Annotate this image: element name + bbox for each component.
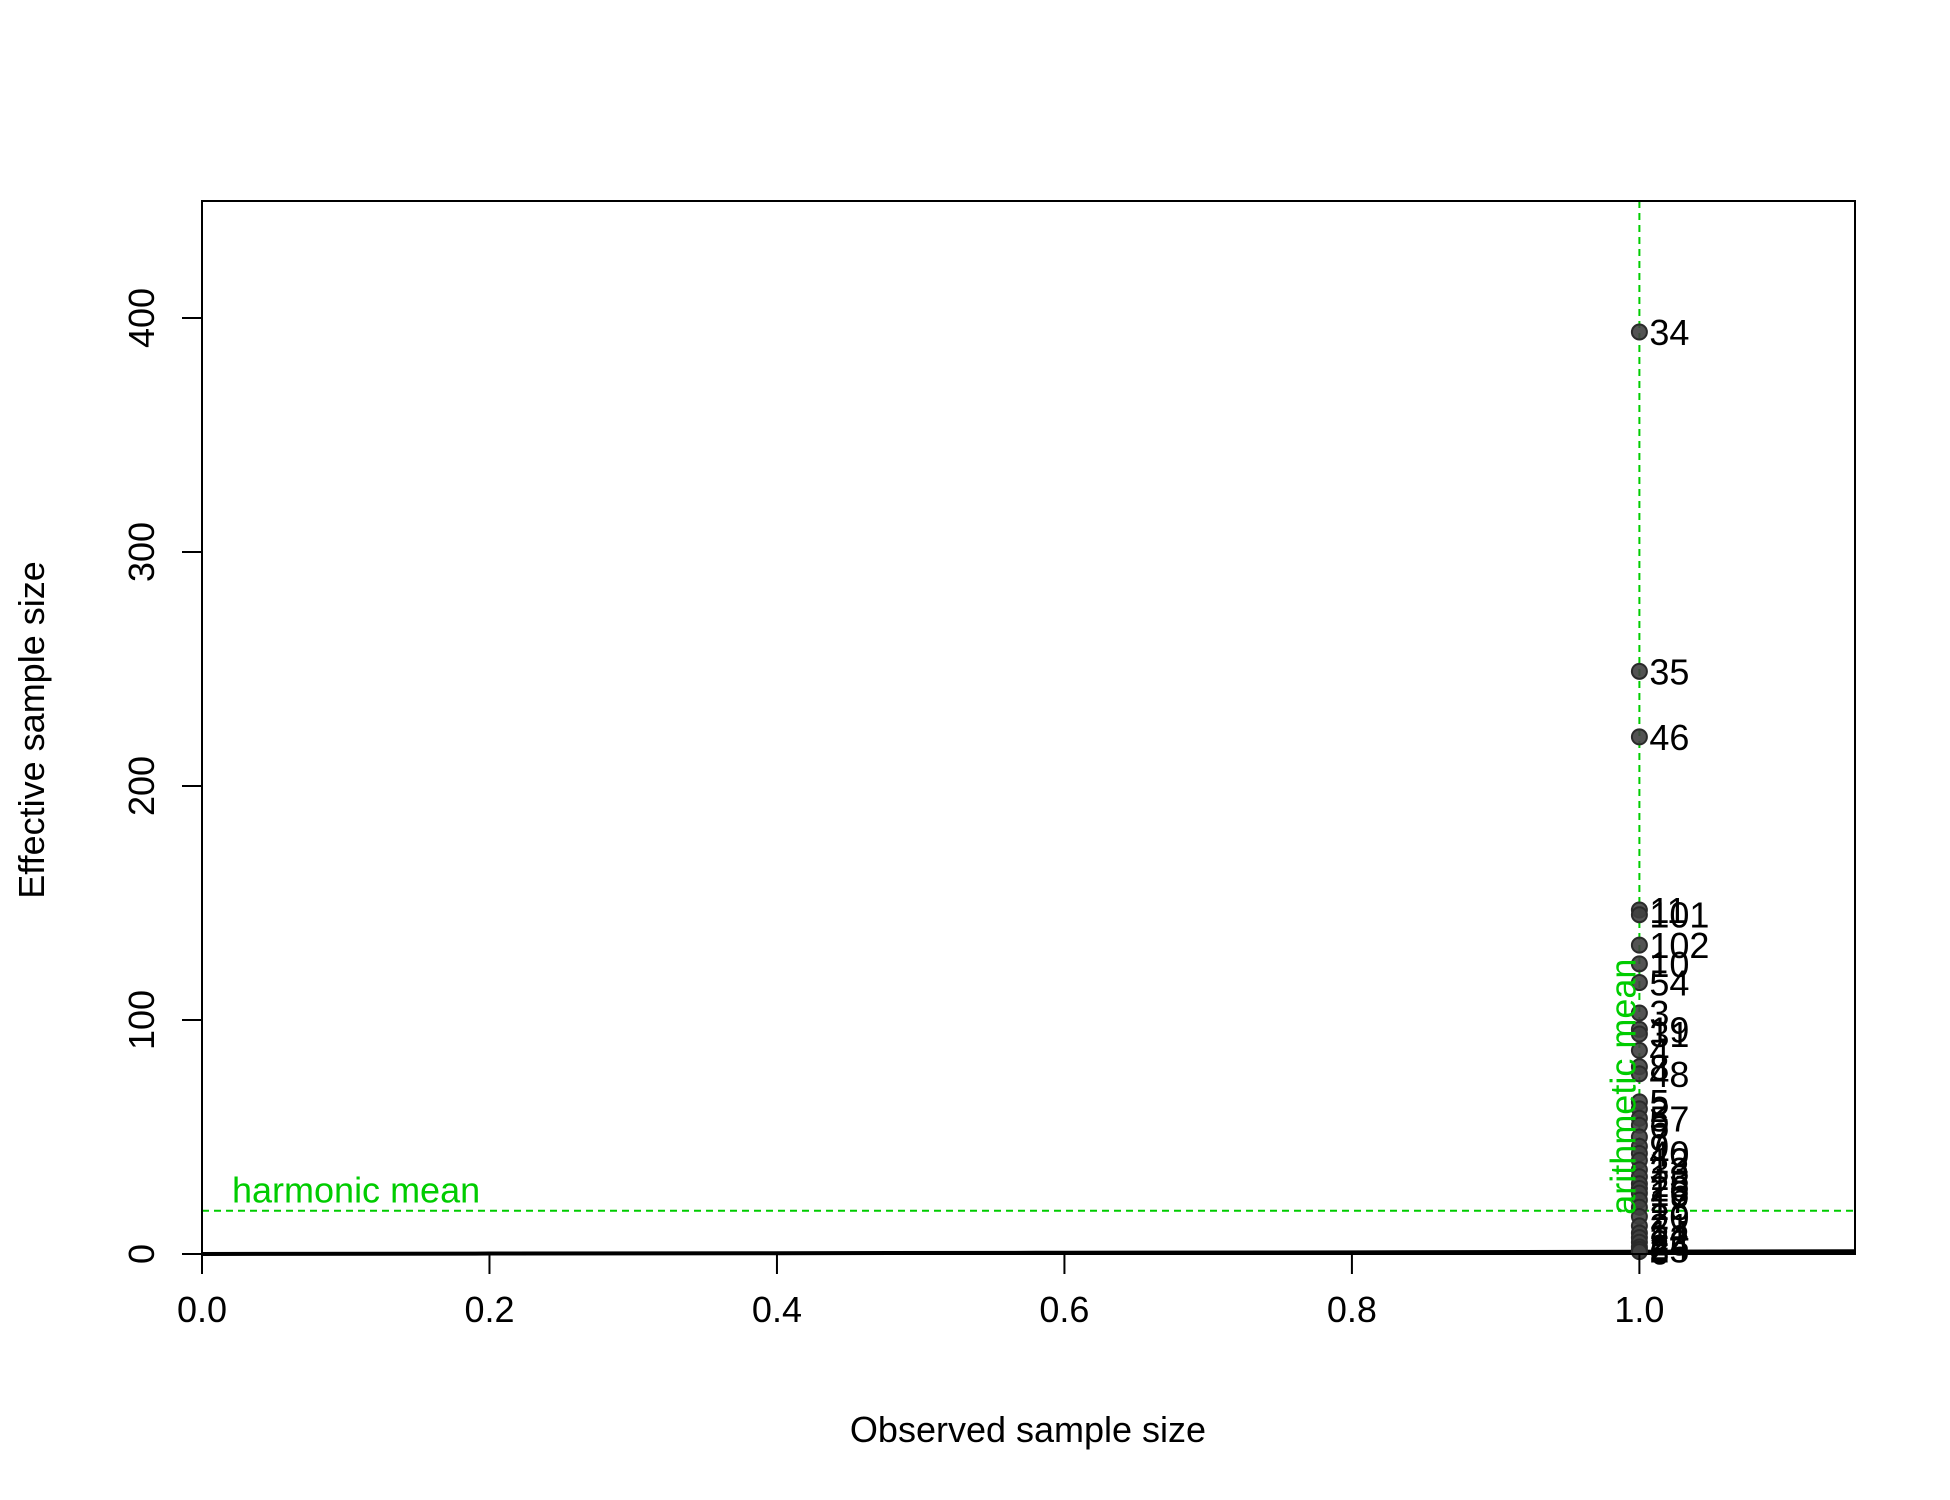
point-label: 46 xyxy=(1649,717,1689,758)
x-tick-label: 0.2 xyxy=(464,1289,514,1330)
point-label: 33 xyxy=(1649,1150,1689,1191)
point-label: 102 xyxy=(1649,925,1709,966)
point-label: 20 xyxy=(1649,1197,1689,1238)
x-axis-label: Observed sample size xyxy=(850,1409,1206,1450)
point-label: 21 xyxy=(1649,1206,1689,1247)
point-label: 26 xyxy=(1649,1168,1689,1209)
data-point xyxy=(1630,662,1648,680)
point-label: 8 xyxy=(1649,1047,1669,1088)
point-label: 48 xyxy=(1649,1054,1689,1095)
x-tick-label: 0.4 xyxy=(752,1289,802,1330)
point-label: 3 xyxy=(1649,993,1669,1034)
y-tick-label: 0 xyxy=(121,1244,162,1264)
point-label: 25 xyxy=(1649,1229,1689,1270)
data-point xyxy=(1630,728,1648,746)
y-axis: 0 100 200 300 400 xyxy=(121,288,203,1264)
point-label: 5 xyxy=(1649,1082,1669,1123)
x-tick-label: 0.6 xyxy=(1039,1289,1089,1330)
point-label: 12 xyxy=(1649,1140,1689,1181)
y-axis-label: Effective sample size xyxy=(11,561,52,898)
point-label: 54 xyxy=(1649,963,1689,1004)
point-label: 23 xyxy=(1649,1222,1689,1263)
data-point xyxy=(1630,1065,1648,1083)
point-label: 35 xyxy=(1649,651,1689,692)
point-label: 34 xyxy=(1649,312,1689,353)
x-tick-label: 0.8 xyxy=(1327,1289,1377,1330)
point-label: 40 xyxy=(1649,1133,1689,1174)
point-label: 17 xyxy=(1649,1180,1689,1221)
y-tick-label: 400 xyxy=(121,288,162,348)
y-tick-label: 300 xyxy=(121,522,162,582)
x-tick-label: 0.0 xyxy=(177,1289,227,1330)
data-point xyxy=(1630,936,1648,954)
point-label: 7 xyxy=(1649,1117,1669,1158)
point-label: 4 xyxy=(1649,1030,1669,1071)
data-point xyxy=(1630,1004,1648,1022)
point-label: 16 xyxy=(1649,1173,1689,1214)
point-label: 6 xyxy=(1649,1105,1669,1146)
arithmetic-mean-label: arithmetic mean xyxy=(1602,959,1643,1215)
point-label: 31 xyxy=(1649,1014,1689,1055)
point-label: 57 xyxy=(1649,1098,1689,1139)
y-tick-label: 100 xyxy=(121,990,162,1050)
point-label: 24 xyxy=(1649,1227,1689,1268)
point-label: 22 xyxy=(1649,1218,1689,1259)
point-label: 18 xyxy=(1649,1187,1689,1228)
point-label: 2 xyxy=(1649,1089,1669,1130)
x-axis: 0.0 0.2 0.4 0.6 0.8 1.0 xyxy=(177,1253,1664,1330)
point-label: 14 xyxy=(1649,1213,1689,1254)
chart-marks: harmonic mean343546111011021054319314848… xyxy=(201,201,1856,1273)
y-tick-label: 200 xyxy=(121,756,162,816)
data-point xyxy=(1630,1041,1648,1059)
data-point xyxy=(1630,323,1648,341)
data-point xyxy=(1630,1025,1648,1043)
harmonic-mean-label: harmonic mean xyxy=(232,1170,480,1211)
x-tick-label: 1.0 xyxy=(1614,1289,1664,1330)
point-label: 19 xyxy=(1649,1009,1689,1050)
data-point xyxy=(1630,955,1648,973)
point-label: 10 xyxy=(1649,944,1689,985)
point-label: 11 xyxy=(1649,890,1686,931)
point-label: 9 xyxy=(1649,1126,1669,1167)
point-label: 13 xyxy=(1649,1157,1689,1198)
data-point xyxy=(1630,906,1648,924)
point-label: 101 xyxy=(1649,895,1709,936)
data-point xyxy=(1630,974,1648,992)
point-label: 6 xyxy=(1649,1232,1669,1273)
point-label: 15 xyxy=(1649,1164,1689,1205)
